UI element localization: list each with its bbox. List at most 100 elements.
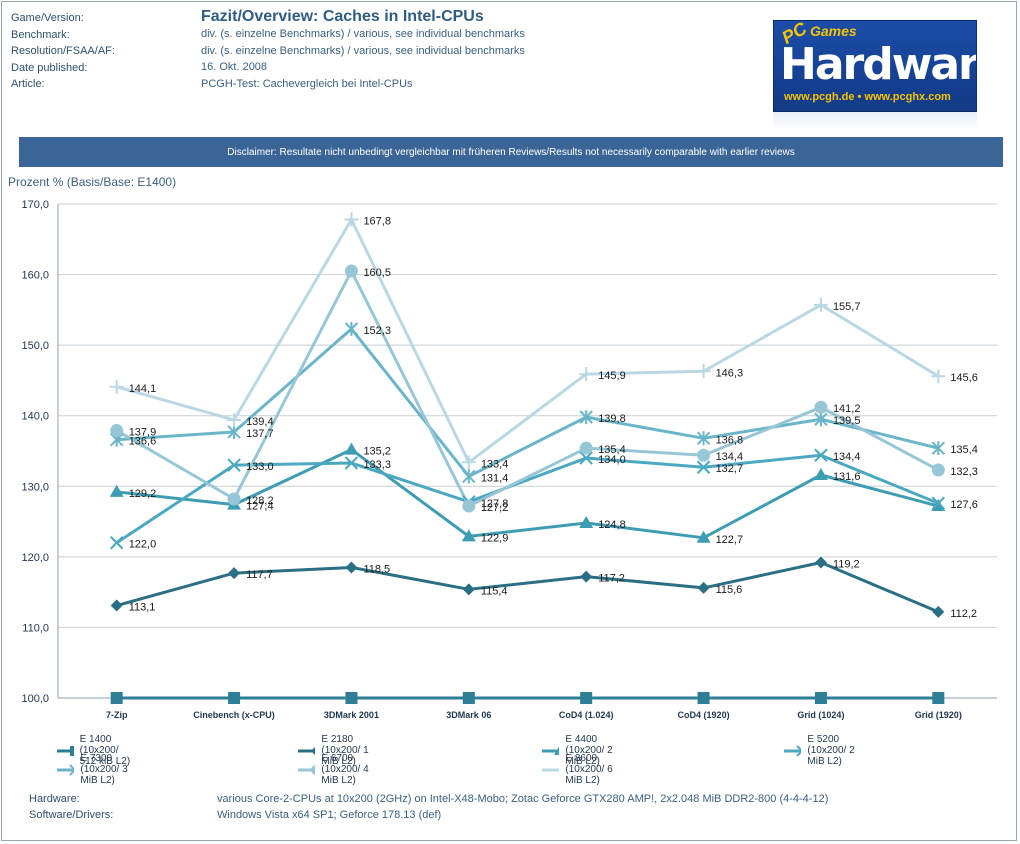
data-point [579, 515, 594, 528]
data-label: 115,4 [481, 585, 508, 597]
data-label: 134,4 [833, 451, 861, 463]
data-point [932, 605, 945, 618]
footer-hardware-value: various Core-2-CPUs at 10x200 (2GHz) on … [217, 793, 829, 805]
legend-label: E 2180 (10x200/ 1 MiB L2) [321, 734, 369, 767]
data-point [813, 297, 828, 312]
legend-label: E 8600 (10x200/ 6 MiB L2) [565, 753, 613, 786]
data-label: 134,4 [716, 451, 744, 463]
data-label: 113,1 [129, 602, 156, 614]
legend-item: E 1400 (10x200/ 512 kiB L2) [57, 734, 138, 767]
data-label: 132,3 [950, 466, 978, 478]
data-label: 133,4 [481, 458, 509, 470]
meta-label-benchmark: Benchmark: [11, 28, 70, 41]
data-point [579, 367, 594, 382]
footer-info: Hardware: various Core-2-CPUs at 10x200 (… [29, 793, 828, 825]
data-point [345, 561, 358, 574]
data-label: 137,7 [246, 428, 274, 440]
data-label: 122,0 [129, 539, 157, 551]
data-point [461, 455, 476, 470]
data-point [697, 581, 710, 594]
data-point [697, 448, 711, 462]
data-label: 145,6 [950, 372, 978, 384]
data-label: 122,9 [481, 532, 509, 544]
legend-swatch [57, 763, 75, 776]
meta-value-resolution: div. (s. einzelne Benchmarks) / various,… [201, 44, 525, 57]
logo-url: www.pcgh.de • www.pcghx.com [784, 91, 951, 103]
data-label: 118,5 [363, 563, 390, 575]
data-label: 144,1 [129, 383, 157, 395]
data-label: 122,7 [716, 534, 744, 546]
data-point [461, 529, 476, 542]
legend-label: E 1400 (10x200/ 512 kiB L2) [79, 734, 131, 767]
data-point [462, 469, 476, 484]
footer-software-value: Windows Vista x64 SP1; Geforce 178.13 (d… [217, 809, 442, 821]
data-point [344, 442, 359, 455]
data-point [109, 536, 124, 550]
data-point [109, 379, 124, 394]
data-point [344, 264, 358, 278]
data-label: 131,6 [833, 471, 861, 483]
data-label: 152,3 [363, 325, 391, 337]
legend-item: E 8600 (10x200/ 6 MiB L2) [542, 753, 623, 786]
data-label: 127,8 [481, 498, 509, 510]
data-label: 135,4 [598, 444, 626, 456]
legend-swatch [542, 763, 560, 776]
meta-label-resolution: Resolution/FSAA/AF: [11, 45, 115, 57]
data-label: 133,3 [363, 459, 391, 471]
data-label: 141,2 [833, 403, 861, 415]
y-tick-label: 160,0 [21, 270, 49, 282]
legend-item: E 5200 (10x200/ 2 MiB L2) [784, 734, 865, 767]
data-point [227, 492, 241, 506]
data-point [462, 692, 475, 704]
x-tick-label: CoD4 (1920) [678, 710, 730, 720]
logo-games: Games [810, 23, 857, 39]
pcgh-logo: PC Games Hardware www.pcgh.de • www.pcgh… [773, 20, 977, 112]
data-label: 115,6 [716, 584, 743, 596]
y-tick-label: 150,0 [21, 340, 49, 352]
data-label: 127,4 [246, 501, 274, 513]
meta-value-benchmark: div. (s. einzelne Benchmarks) / various,… [201, 28, 525, 40]
x-tick-label: Grid (1920) [915, 710, 962, 720]
x-tick-label: CoD4 (1.024) [559, 710, 614, 720]
data-point [931, 463, 945, 477]
meta-label-date: Date published: [11, 61, 88, 74]
data-label: 139,5 [833, 415, 861, 427]
footer-hardware-label: Hardware: [29, 793, 80, 805]
data-label: 128,2 [246, 495, 274, 507]
data-point [344, 321, 359, 336]
data-label: 137,9 [129, 427, 157, 439]
data-point [814, 400, 828, 414]
legend-item: E 7300 (10x200/ 3 MiB L2) [57, 753, 138, 786]
series-line [115, 269, 940, 508]
data-label: 134,0 [598, 454, 626, 466]
data-label: 167,8 [363, 216, 391, 228]
data-label: 119,2 [833, 559, 860, 571]
logo-reflection [773, 112, 977, 130]
y-axis-label: Prozent % (Basis/Base: E1400) [8, 175, 177, 189]
data-point [227, 412, 242, 427]
data-point [462, 499, 476, 513]
data-point [814, 556, 827, 569]
legend-swatch [784, 744, 802, 757]
data-point [814, 448, 828, 462]
data-point [345, 692, 358, 704]
series-line [116, 218, 940, 464]
legend-swatch [57, 745, 74, 756]
data-point [931, 441, 946, 456]
data-point [228, 692, 241, 704]
y-tick-label: 110,0 [22, 622, 49, 634]
legend-label: E 6700 (10x200/ 4 MiB L2) [321, 753, 369, 786]
y-tick-label: 170,0 [21, 199, 49, 211]
data-label: 155,7 [833, 301, 861, 313]
legend-item: E 6700 (10x200/ 4 MiB L2) [298, 753, 379, 786]
data-point [696, 364, 711, 379]
data-point [696, 530, 711, 543]
x-tick-label: 3DMark 2001 [324, 710, 379, 720]
data-point [814, 692, 827, 704]
series-line [116, 448, 939, 540]
legend-item: E 2180 (10x200/ 1 MiB L2) [298, 734, 379, 767]
footer-software-label: Software/Drivers: [29, 809, 114, 821]
y-tick-label: 140,0 [21, 411, 49, 423]
x-tick-label: Cinebench (x-CPU) [193, 710, 275, 720]
data-point [697, 692, 710, 704]
